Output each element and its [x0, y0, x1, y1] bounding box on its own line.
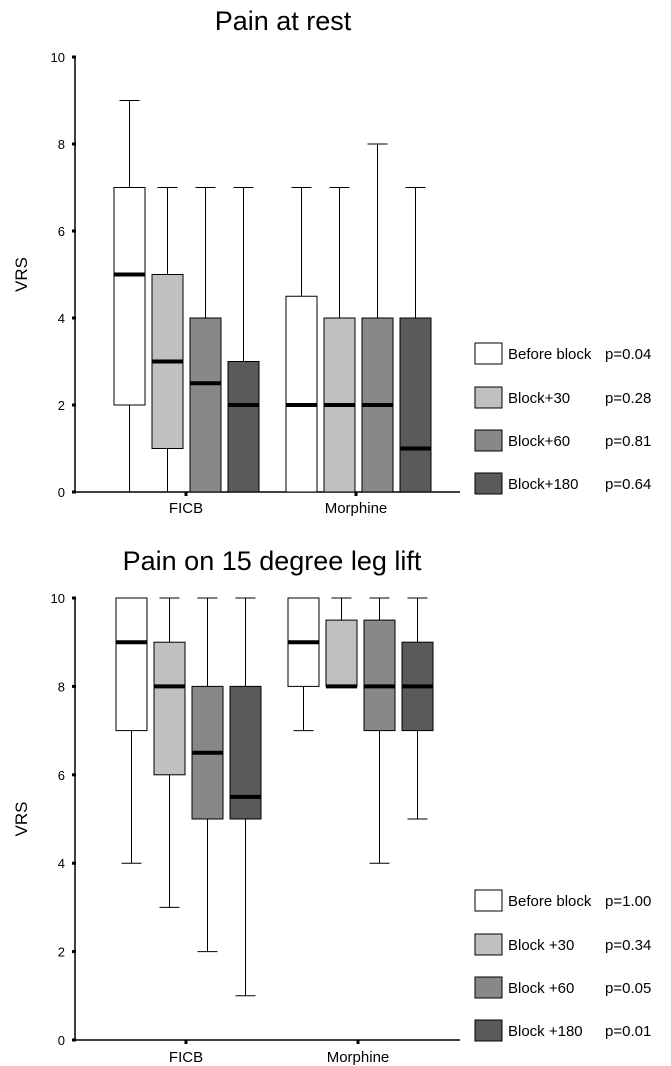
box-2-1	[287, 597, 320, 732]
y-tick-label: 4	[58, 856, 65, 871]
y-tick-label: 2	[58, 945, 65, 960]
box-2-2	[323, 187, 356, 493]
legend-p-value: p=1.00	[605, 893, 651, 910]
legend-p-value: p=0.81	[605, 433, 651, 450]
box-2-4	[399, 187, 432, 493]
y-tick-label: 0	[58, 1033, 65, 1048]
legend-p-value: p=0.05	[605, 980, 651, 997]
y-tick-label: 0	[58, 485, 65, 500]
y-tick-label: 6	[58, 768, 65, 783]
legend-swatch	[474, 472, 503, 495]
y-tick-label: 8	[58, 679, 65, 694]
box-1-4	[229, 597, 262, 997]
box-body	[229, 685, 262, 820]
box-1-4	[227, 187, 260, 493]
y-axis-label: VRS	[12, 802, 31, 837]
box-1-3	[191, 597, 224, 953]
box-1-1	[113, 100, 146, 493]
y-axis-label: VRS	[12, 257, 31, 292]
legend-p-value: p=0.34	[605, 937, 651, 954]
y-tick-label: 6	[58, 224, 65, 239]
box-body	[399, 317, 432, 493]
chart-title: Pain at rest	[215, 6, 352, 36]
box-body	[153, 641, 186, 776]
legend-swatch	[474, 342, 503, 365]
legend-p-value: p=0.04	[605, 346, 651, 363]
legend-swatch	[474, 889, 503, 912]
box-2-3	[363, 597, 396, 864]
x-category-label: FICB	[169, 500, 203, 517]
x-category-label: FICB	[169, 1049, 203, 1066]
box-body	[189, 317, 222, 493]
y-tick-label: 10	[51, 591, 65, 606]
y-tick-label: 4	[58, 311, 65, 326]
y-tick-label: 10	[51, 50, 65, 65]
x-category-label: Morphine	[327, 1049, 390, 1066]
legend-swatch	[474, 933, 503, 956]
legend-swatch	[474, 976, 503, 999]
legend-swatch	[474, 1019, 503, 1042]
legend-label: Block +30	[508, 937, 574, 954]
legend-p-value: p=0.64	[605, 476, 651, 493]
chart-panel-1: Pain at rest VRS 0 2 4 6 8 10 FICB Morphine Before…	[12, 6, 651, 517]
box-1-1	[115, 597, 148, 864]
legend-swatch	[474, 429, 503, 452]
legend-label: Block+180	[508, 476, 578, 493]
legend-label: Block+60	[508, 433, 570, 450]
legend-label: Block+30	[508, 390, 570, 407]
box-body	[325, 619, 358, 687]
x-category-label: Morphine	[325, 500, 388, 517]
box-1-3	[189, 187, 222, 493]
legend-p-value: p=0.28	[605, 390, 651, 407]
box-body	[113, 187, 146, 406]
legend-label: Before block	[508, 346, 592, 363]
box-body	[115, 597, 148, 732]
chart-panel-2: Pain on 15 degree leg lift VRS 0 2 4 6 8 10 FICB…	[12, 546, 651, 1066]
legend-label: Block +180	[508, 1023, 583, 1040]
legend-p-value: p=0.01	[605, 1023, 651, 1040]
box-2-4	[401, 597, 434, 820]
box-1-2	[151, 187, 184, 493]
y-tick-label: 8	[58, 137, 65, 152]
chart-title: Pain on 15 degree leg lift	[123, 546, 422, 576]
box-2-2	[325, 597, 358, 689]
box-1-2	[153, 597, 186, 908]
legend-label: Before block	[508, 893, 592, 910]
box-body	[285, 295, 318, 493]
legend-swatch	[474, 386, 503, 409]
box-2-1	[285, 187, 318, 493]
box-body	[363, 619, 396, 732]
y-tick-label: 2	[58, 398, 65, 413]
legend-label: Block +60	[508, 980, 574, 997]
box-body	[227, 361, 260, 493]
box-2-3	[361, 143, 394, 493]
